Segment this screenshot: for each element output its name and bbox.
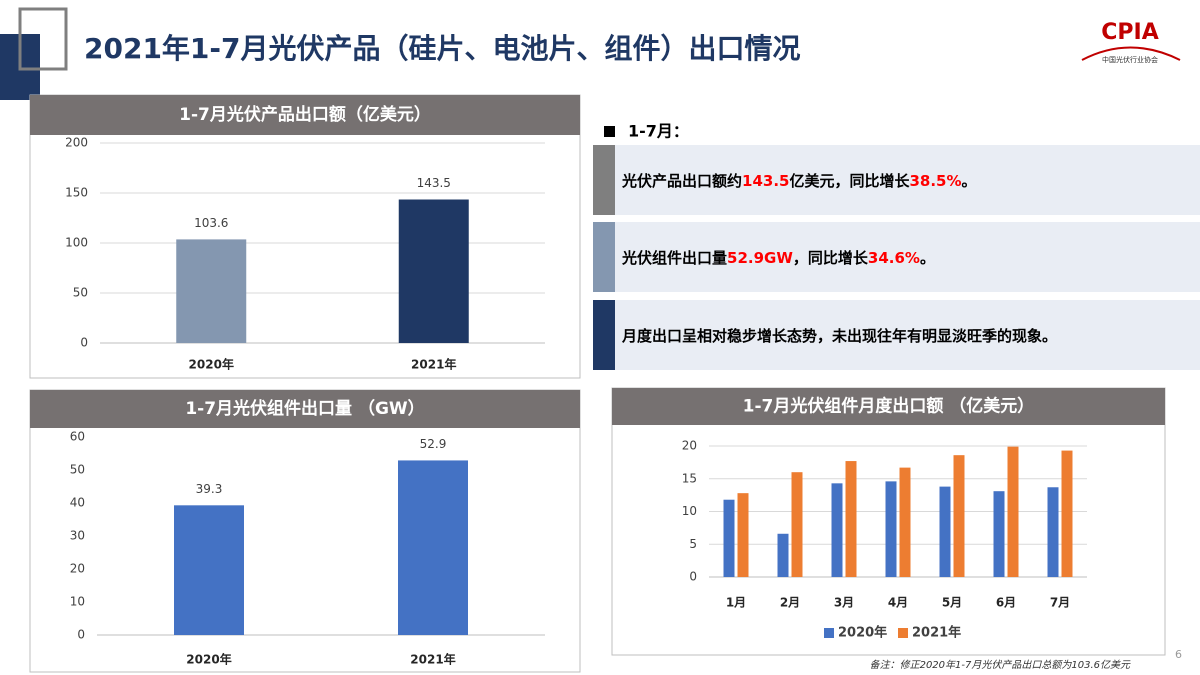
summary-segment: 。 [920, 249, 935, 267]
decor-frame [18, 7, 68, 71]
x-tick-label: 7月 [1050, 596, 1070, 610]
x-tick-label: 3月 [834, 596, 854, 610]
y-tick-label: 40 [70, 496, 85, 510]
summary-segment: 月度出口呈相对稳步增长态势，未出现往年有明显淡旺季的现象。 [621, 327, 1057, 345]
summary-heading: 1-7月： [628, 122, 689, 141]
bar [1047, 487, 1059, 577]
x-tick-label: 4月 [888, 596, 908, 610]
summary-segment: 143.5 [742, 172, 789, 190]
summary-segment: 34.6% [868, 249, 920, 267]
summary-box [593, 145, 1200, 215]
summary-segment: 亿美元，同比增长 [789, 172, 910, 190]
legend-swatch [824, 628, 834, 638]
data-label: 103.6 [194, 216, 228, 230]
summary-segment: 。 [962, 172, 977, 190]
summary-bar [593, 145, 615, 215]
logo-name: CPIA [1101, 20, 1158, 45]
data-label: 39.3 [196, 482, 223, 496]
bar [899, 467, 911, 577]
x-tick-label: 6月 [996, 596, 1016, 610]
summary-text: 光伏产品出口额约143.5亿美元，同比增长38.5%。 [621, 172, 977, 190]
logo-subtitle: 中国光伏行业协会 [1102, 55, 1158, 64]
summary-segment: 52.9GW [727, 249, 793, 267]
y-tick-label: 15 [682, 471, 697, 485]
chart-title: 1-7月光伏组件月度出口额 （亿美元） [743, 396, 1035, 417]
y-tick-label: 20 [682, 439, 697, 453]
x-tick-label: 5月 [942, 596, 962, 610]
chart-panel [29, 389, 581, 673]
x-tick-label: 2月 [780, 596, 800, 610]
y-tick-label: 0 [77, 628, 85, 642]
y-tick-label: 50 [70, 463, 85, 477]
chart-panel [29, 94, 581, 379]
y-tick-label: 50 [73, 286, 88, 300]
summary-box [593, 222, 1200, 292]
chart-title: 1-7月光伏组件出口量 （GW） [185, 398, 424, 419]
chart-header [30, 390, 580, 428]
x-tick-label: 1月 [726, 596, 746, 610]
page-number: 6 [1175, 648, 1182, 661]
y-tick-label: 200 [65, 136, 88, 150]
chart-header [612, 388, 1165, 425]
bar [845, 461, 857, 577]
y-tick-label: 100 [65, 236, 88, 250]
y-tick-label: 5 [689, 537, 697, 551]
legend-swatch [898, 628, 908, 638]
bar [831, 483, 843, 577]
summary-box [593, 300, 1200, 370]
bar [398, 199, 469, 343]
y-tick-label: 30 [70, 529, 85, 543]
x-tick-label: 2021年 [410, 652, 455, 667]
bar [1007, 446, 1019, 577]
bar [174, 505, 244, 635]
bar [885, 481, 897, 577]
summary-segment: 38.5% [909, 172, 961, 190]
bar [398, 460, 468, 635]
logo-arc [1081, 46, 1181, 61]
x-tick-label: 2020年 [186, 652, 231, 667]
summary-segment: 光伏组件出口量 [621, 249, 727, 267]
chart-title: 1-7月光伏产品出口额（亿美元） [179, 104, 431, 125]
data-label: 52.9 [420, 437, 447, 451]
y-tick-label: 0 [689, 570, 697, 584]
summary-segment: ，同比增长 [793, 249, 869, 267]
y-tick-label: 60 [70, 430, 85, 444]
bar [993, 491, 1005, 577]
y-tick-label: 0 [80, 336, 88, 350]
note: 备注：修正2020年1-7月光伏产品出口总额为103.6亿美元 [870, 659, 1131, 671]
bullet [604, 126, 615, 137]
y-tick-label: 10 [70, 595, 85, 609]
bar [777, 533, 789, 577]
bar [723, 499, 735, 577]
chart-header [30, 95, 580, 135]
data-label: 143.5 [417, 176, 451, 190]
summary-text: 月度出口呈相对稳步增长态势，未出现往年有明显淡旺季的现象。 [621, 327, 1057, 345]
bar [939, 486, 951, 577]
x-tick-label: 2021年 [411, 357, 456, 372]
bar [176, 239, 247, 343]
bar [953, 455, 965, 577]
bar [1061, 450, 1073, 577]
y-tick-label: 20 [70, 562, 85, 576]
bar [737, 493, 749, 577]
y-tick-label: 10 [682, 504, 697, 518]
legend-label: 2020年 [838, 625, 887, 641]
y-tick-label: 150 [65, 186, 88, 200]
slide-title: 2021年1-7月光伏产品（硅片、电池片、组件）出口情况 [84, 32, 801, 65]
summary-bar [593, 300, 615, 370]
summary-text: 光伏组件出口量52.9GW，同比增长34.6%。 [621, 249, 935, 267]
x-tick-label: 2020年 [189, 357, 234, 372]
legend-label: 2021年 [912, 625, 961, 641]
summary-bar [593, 222, 615, 292]
bar [791, 472, 803, 577]
summary-segment: 光伏产品出口额约 [621, 172, 742, 190]
